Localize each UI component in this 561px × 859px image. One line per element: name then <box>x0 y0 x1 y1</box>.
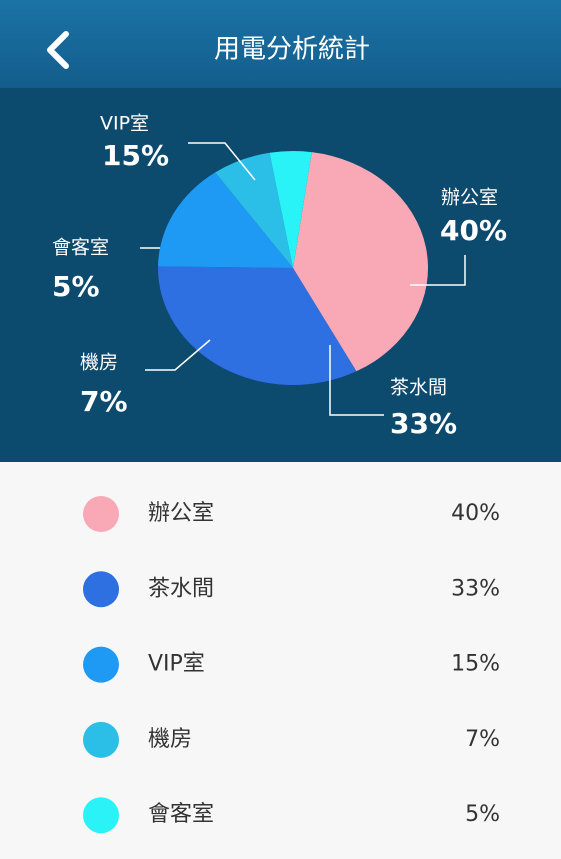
legend-value: 5% <box>465 802 500 827</box>
callout-value: 33% <box>390 407 457 440</box>
callout-value: 7% <box>80 385 128 418</box>
callout-name: 機房 <box>80 352 118 374</box>
legend: 辦公室 40% 茶水間 33% VIP室 15% 機房 7% 會客室 5% <box>83 496 500 834</box>
callout-name: VIP室 <box>100 113 149 135</box>
callout-value: 40% <box>440 214 507 247</box>
callout-value: 5% <box>52 270 100 303</box>
pie <box>158 151 428 385</box>
pie-slice <box>158 266 357 385</box>
callout-name: 會客室 <box>52 237 109 259</box>
callout-line <box>329 345 384 416</box>
pie-slice <box>158 172 293 268</box>
legend-name: 機房 <box>148 727 192 752</box>
pie-slice <box>215 152 293 268</box>
legend-value: 15% <box>451 652 500 677</box>
legend-value: 33% <box>451 576 500 601</box>
header-bar <box>0 0 561 88</box>
callout-name: 茶水間 <box>390 377 447 399</box>
legend-swatch <box>83 721 119 758</box>
legend-swatch <box>83 496 119 532</box>
back-button[interactable] <box>47 31 69 69</box>
pie-slice <box>293 152 428 372</box>
callouts: 辦公室 40% 茶水間 33% VIP室 15% 機房 7% 會客室 5% <box>52 113 507 441</box>
callout-value: 15% <box>102 139 169 172</box>
legend-swatch <box>83 797 119 834</box>
legend-swatch <box>83 571 119 608</box>
callout-line <box>188 142 256 181</box>
legend-name: VIP室 <box>148 652 205 677</box>
callout-line <box>410 255 466 286</box>
legend-name: 會客室 <box>148 802 214 827</box>
legend-value: 7% <box>465 727 500 752</box>
callout-name: 辦公室 <box>441 187 498 209</box>
legend-swatch <box>83 646 119 683</box>
pie-slice <box>269 151 312 268</box>
legend-name: 辦公室 <box>148 501 214 526</box>
header-title: 用電分析統計 <box>214 35 370 65</box>
legend-value: 40% <box>451 501 500 526</box>
legend-name: 茶水間 <box>148 576 214 601</box>
callout-line <box>145 339 211 371</box>
